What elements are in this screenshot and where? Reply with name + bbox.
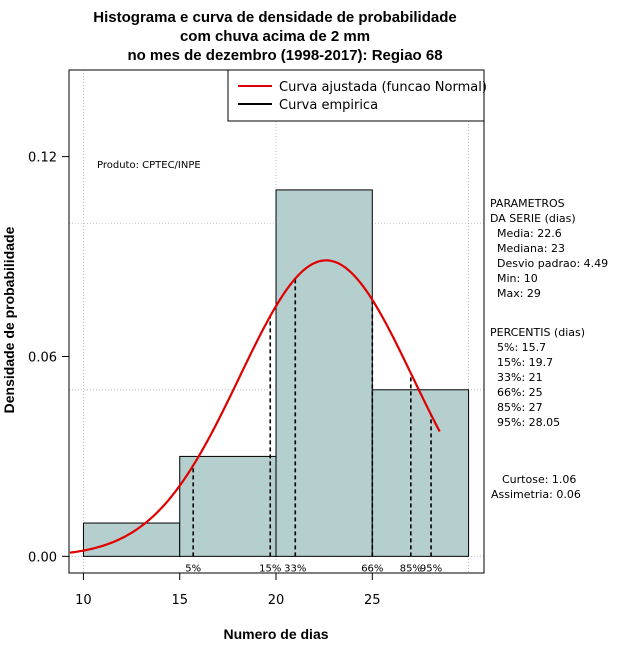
histogram-bar xyxy=(371,389,470,557)
legend: Curva ajustada (funcao Normal) Curva emp… xyxy=(227,69,487,122)
x-tick-label: 20 xyxy=(268,593,285,608)
chart-title-line-2: com chuva acima de 2 mm xyxy=(180,28,370,45)
y-tick-label: 0.06 xyxy=(28,350,57,365)
side-panel-line: Min: 10 xyxy=(490,272,538,285)
histogram-bars xyxy=(82,189,470,557)
credit-annotation: Produto: CPTEC/INPE xyxy=(97,160,201,171)
percentile-label: 33% xyxy=(284,563,306,574)
axes: 10 15 20 25 0.00 0.06 0.12 xyxy=(28,151,381,608)
side-panel-line: 95%: 28.05 xyxy=(490,416,560,429)
percentile-label: 66% xyxy=(361,563,383,574)
chart-title-line-1: Histograma e curva de densidade de proba… xyxy=(93,9,456,26)
fitted-normal-curve xyxy=(69,259,441,554)
percentile-label: 5% xyxy=(185,563,201,574)
side-panel-line: 5%: 15.7 xyxy=(490,341,546,354)
side-panel-line: Max: 29 xyxy=(490,287,541,300)
side-panel-line: Desvio padrao: 4.49 xyxy=(490,257,608,270)
y-axis-title: Densidade de probabilidade xyxy=(1,226,17,413)
side-panel-line: Mediana: 23 xyxy=(490,242,565,255)
chart-title: Histograma e curva de densidade de proba… xyxy=(93,9,456,64)
fitted-curve xyxy=(69,259,441,554)
percentile-label: 85% xyxy=(400,563,422,574)
percentile-label: 95% xyxy=(420,563,442,574)
histogram-bar xyxy=(179,455,277,557)
legend-box xyxy=(227,69,485,122)
x-axis-title: Numero de dias xyxy=(223,626,328,642)
legend-label-fitted: Curva ajustada (funcao Normal) xyxy=(279,80,487,95)
percentile-lines xyxy=(192,278,432,557)
side-panel-line: PARAMETROS xyxy=(490,197,565,210)
x-tick-label: 10 xyxy=(75,593,92,608)
side-panel-line: 33%: 21 xyxy=(490,371,543,384)
percentile-label: 15% xyxy=(259,563,281,574)
side-panel-line: Assimetria: 0.06 xyxy=(491,488,581,501)
chart-title-line-3: no mes de dezembro (1998-2017): Regiao 6… xyxy=(127,47,442,64)
y-tick-label: 0.00 xyxy=(28,550,57,565)
side-panel-line: Media: 22.6 xyxy=(490,227,562,240)
side-panel-line: 85%: 27 xyxy=(490,401,543,414)
side-panel-line: PERCENTIS (dias) xyxy=(490,326,585,339)
histogram-bar xyxy=(275,189,373,557)
y-tick-label: 0.12 xyxy=(28,151,57,166)
side-panel: PARAMETROS DA SERIE (dias) Media: 22.6 Me… xyxy=(490,197,608,501)
side-panel-line: 15%: 19.7 xyxy=(490,356,553,369)
side-panel-line: DA SERIE (dias) xyxy=(490,212,576,225)
x-tick-label: 15 xyxy=(171,593,188,608)
side-panel-line: Curtose: 1.06 xyxy=(502,473,576,486)
x-tick-label: 25 xyxy=(364,593,381,608)
histogram-bar xyxy=(82,522,181,557)
legend-label-empirical: Curva empirica xyxy=(279,98,378,113)
side-panel-line: 66%: 25 xyxy=(490,386,543,399)
percentile-labels: 5% 15% 33% 66% 85%95% xyxy=(185,563,442,574)
